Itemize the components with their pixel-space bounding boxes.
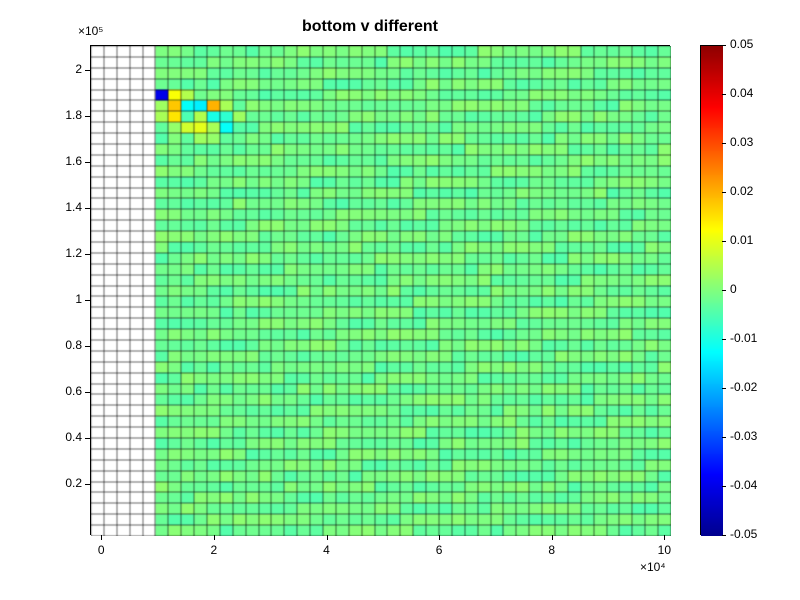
y-tick-label: 1.6 bbox=[42, 154, 82, 168]
x-tick-label: 6 bbox=[424, 543, 454, 557]
y-tick-label: 2 bbox=[42, 62, 82, 76]
y-tick-label: 0.8 bbox=[42, 338, 82, 352]
colorbar-tick-label: 0.04 bbox=[730, 86, 775, 100]
x-tick-label: 8 bbox=[537, 543, 567, 557]
colorbar-tick-label: 0.03 bbox=[730, 135, 775, 149]
colorbar-tick-label: 0 bbox=[730, 282, 775, 296]
colorbar-tick-label: 0.02 bbox=[730, 184, 775, 198]
x-tick-label: 4 bbox=[312, 543, 342, 557]
y-tick-label: 0.2 bbox=[42, 476, 82, 490]
x-tick-label: 2 bbox=[199, 543, 229, 557]
colorbar-tick-label: -0.01 bbox=[730, 331, 775, 345]
colorbar-tick-label: 0.05 bbox=[730, 37, 775, 51]
colorbar-canvas bbox=[701, 46, 723, 536]
x-tick-label: 10 bbox=[649, 543, 679, 557]
heatmap-canvas bbox=[91, 46, 671, 536]
y-tick-label: 1.4 bbox=[42, 200, 82, 214]
colorbar-tick-label: -0.05 bbox=[730, 527, 775, 541]
heatmap-axes bbox=[90, 45, 670, 535]
y-axis-exponent: ×10⁵ bbox=[78, 24, 103, 38]
colorbar-tick-label: 0.01 bbox=[730, 233, 775, 247]
y-tick-label: 1.2 bbox=[42, 246, 82, 260]
chart-title: bottom v different bbox=[0, 18, 740, 36]
y-tick-label: 1 bbox=[42, 292, 82, 306]
figure: bottom v different ×10⁵ 02468100.20.40.6… bbox=[0, 0, 800, 600]
y-tick-label: 0.4 bbox=[42, 430, 82, 444]
x-tick-label: 0 bbox=[86, 543, 116, 557]
x-axis-exponent: ×10⁴ bbox=[640, 560, 666, 574]
colorbar-tick-label: -0.04 bbox=[730, 478, 775, 492]
colorbar bbox=[700, 45, 722, 535]
y-tick-label: 1.8 bbox=[42, 108, 82, 122]
colorbar-tick-label: -0.02 bbox=[730, 380, 775, 394]
y-tick-label: 0.6 bbox=[42, 384, 82, 398]
colorbar-tick-label: -0.03 bbox=[730, 429, 775, 443]
